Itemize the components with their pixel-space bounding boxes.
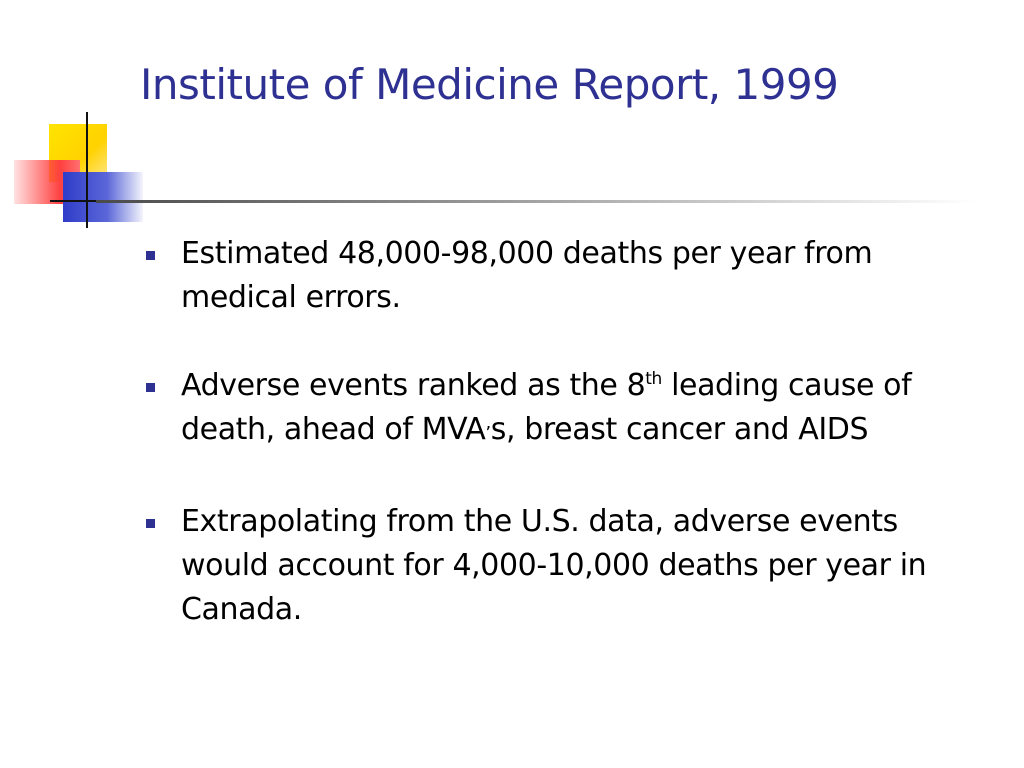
decorative-logo-icon — [0, 0, 150, 240]
title-divider — [96, 200, 976, 203]
square-bullet-icon — [146, 251, 155, 260]
apostrophe: ’ — [485, 423, 491, 444]
logo-vertical-line — [86, 112, 88, 228]
slide-title: Institute of Medicine Report, 1999 — [140, 60, 839, 109]
bullet-text: Extrapolating from the U.S. data, advers… — [181, 504, 927, 627]
square-bullet-icon — [146, 519, 155, 528]
logo-horizontal-line — [50, 200, 96, 202]
bullet-item-deaths-estimate: Estimated 48,000-98,000 deaths per year … — [140, 232, 940, 320]
square-bullet-icon — [146, 383, 155, 392]
bullet-text-middle: leading cause of death, ahead of MVA — [181, 368, 912, 447]
bullet-list: Estimated 48,000-98,000 deaths per year … — [140, 232, 940, 676]
bullet-text-start: Adverse events ranked as the 8 — [181, 368, 646, 403]
bullet-item-leading-cause: Adverse events ranked as the 8th leading… — [140, 364, 940, 456]
ordinal-superscript: th — [645, 369, 662, 389]
bullet-text-end: s, breast cancer and AIDS — [490, 412, 869, 447]
bullet-text: Estimated 48,000-98,000 deaths per year … — [181, 236, 873, 315]
logo-blue-square — [63, 172, 143, 222]
bullet-item-canada-extrapolation: Extrapolating from the U.S. data, advers… — [140, 500, 940, 632]
